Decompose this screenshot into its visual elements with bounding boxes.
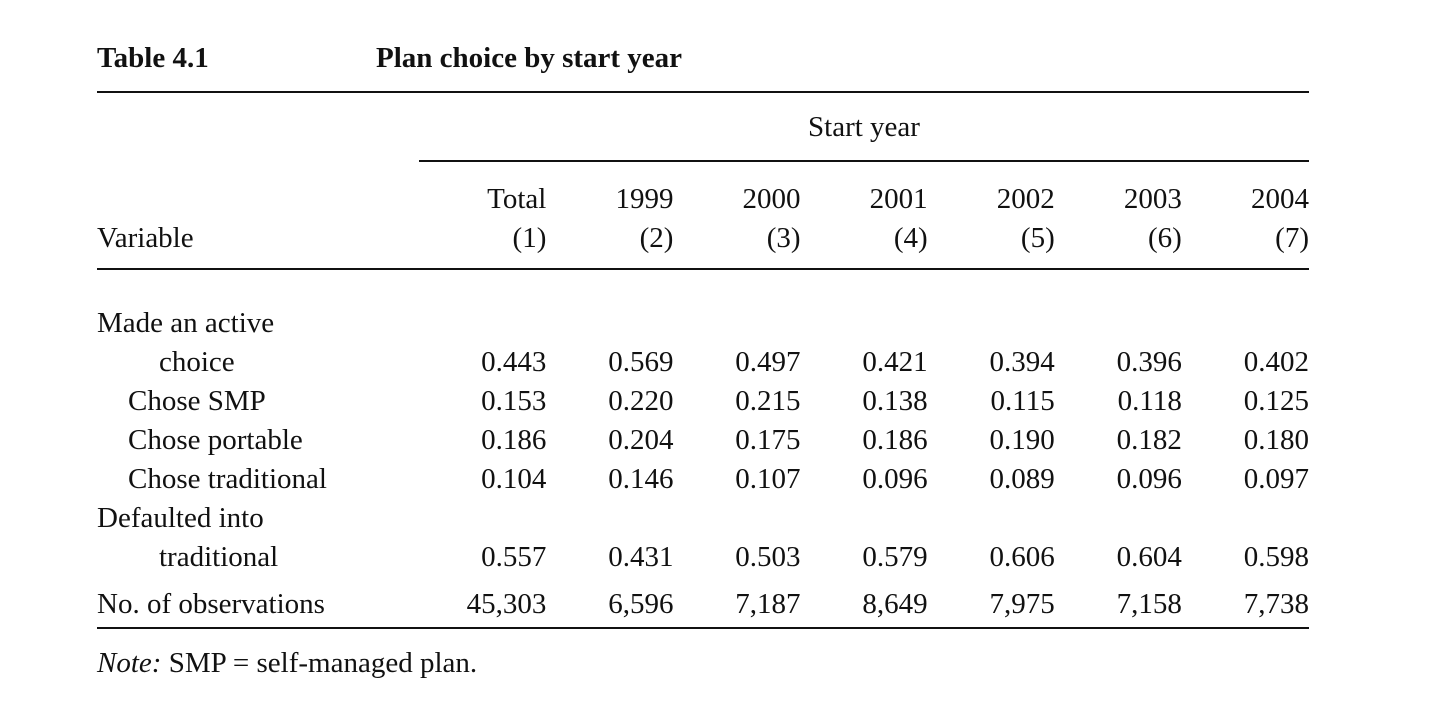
bottom-rule: [97, 627, 1309, 629]
table-cell: 0.097: [1243, 463, 1309, 495]
table-cell: 0.606: [989, 541, 1055, 573]
table-cell: 7,158: [1116, 588, 1182, 620]
table-cell: 0.569: [608, 346, 674, 378]
table-cell: 0.204: [608, 424, 674, 456]
table-row: traditional 0.557 0.431 0.503 0.579 0.60…: [97, 538, 1309, 577]
table-cell: 0.394: [989, 346, 1055, 378]
header-row-numbers: Variable (1) (2) (3) (4) (5) (6) (7): [97, 219, 1309, 258]
table-cell: 0.186: [481, 424, 547, 456]
table-note: Note: SMP = self-managed plan.: [97, 647, 477, 680]
top-rule: [97, 91, 1309, 93]
table-cell: 7,975: [989, 588, 1055, 620]
note-text: SMP = self-managed plan.: [161, 647, 478, 679]
table-cell: 0.220: [608, 385, 674, 417]
variable-column-header: Variable: [97, 222, 194, 254]
table-cell: 0.421: [862, 346, 928, 378]
table-cell: 6,596: [608, 588, 674, 620]
column-number: (5): [1020, 222, 1055, 254]
row-label: No. of observations: [97, 588, 325, 620]
table-cell: 0.186: [862, 424, 928, 456]
table-cell: 0.598: [1243, 541, 1309, 573]
table-cell: 0.180: [1243, 424, 1309, 456]
table-row: Defaulted into: [97, 499, 1309, 538]
table-cell: 8,649: [862, 588, 928, 620]
column-number: (7): [1275, 222, 1309, 254]
data-table: Total 1999 2000 2001 2002 2003 2004 Vari…: [97, 180, 1309, 631]
row-label: Chose SMP: [128, 385, 266, 417]
table-cell: 0.182: [1116, 424, 1182, 456]
table-cell: 7,738: [1243, 588, 1309, 620]
column-number: (1): [512, 222, 547, 254]
note-label: Note:: [97, 647, 162, 679]
column-spanner-label: Start year: [808, 111, 920, 143]
column-number: (3): [766, 222, 801, 254]
table-cell: 0.431: [608, 541, 674, 573]
table-cell: 0.146: [608, 463, 674, 495]
column-number: (4): [893, 222, 928, 254]
table-cell: 0.104: [481, 463, 547, 495]
column-header-year: 2000: [742, 183, 801, 215]
table-cell: 0.503: [735, 541, 801, 573]
table-cell: 0.604: [1116, 541, 1182, 573]
row-label: Made an active: [97, 307, 275, 339]
table-cell: 45,303: [466, 588, 547, 620]
column-header-year: 2003: [1123, 183, 1182, 215]
table-cell: 0.497: [735, 346, 801, 378]
column-number: (2): [639, 222, 674, 254]
table-row: Chose SMP 0.153 0.220 0.215 0.138 0.115 …: [97, 382, 1309, 421]
table-cell: 0.138: [862, 385, 928, 417]
table-cell: 0.215: [735, 385, 801, 417]
table-cell: 0.115: [990, 385, 1055, 417]
table-cell: 0.557: [481, 541, 547, 573]
column-header-year: 1999: [615, 183, 674, 215]
column-header-year: 2002: [996, 183, 1055, 215]
table-cell: 0.153: [481, 385, 547, 417]
table-cell: 0.190: [989, 424, 1055, 456]
table-cell: 0.396: [1116, 346, 1182, 378]
row-label: Defaulted into: [97, 502, 264, 534]
table-cell: 0.579: [862, 541, 928, 573]
table-row: Made an active: [97, 304, 1309, 343]
column-number: (6): [1148, 222, 1182, 254]
row-label: traditional: [159, 541, 279, 573]
table-page: Table 4.1 Plan choice by start year Star…: [97, 0, 1309, 728]
table-cell: 0.118: [1117, 385, 1182, 417]
table-cell: 0.096: [1116, 463, 1182, 495]
row-label: choice: [159, 346, 235, 378]
table-cell: 0.096: [862, 463, 928, 495]
spanner-rule: [419, 160, 1309, 162]
row-label: Chose portable: [128, 424, 303, 456]
table-cell: 0.125: [1243, 385, 1309, 417]
table-title: Plan choice by start year: [376, 42, 683, 74]
table-row: choice 0.443 0.569 0.497 0.421 0.394 0.3…: [97, 343, 1309, 382]
header-row-years: Total 1999 2000 2001 2002 2003 2004: [97, 180, 1309, 219]
table-cell: 0.175: [735, 424, 801, 456]
table-row: No. of observations 45,303 6,596 7,187 8…: [97, 577, 1309, 631]
table-cell: 0.402: [1243, 346, 1309, 378]
column-header-year: 2001: [869, 183, 928, 215]
table-cell: 0.107: [735, 463, 801, 495]
table-row: Chose traditional 0.104 0.146 0.107 0.09…: [97, 460, 1309, 499]
table-cell: 0.089: [989, 463, 1055, 495]
column-header-year: 2004: [1251, 183, 1309, 215]
table-cell: 7,187: [735, 588, 801, 620]
table-cell: 0.443: [481, 346, 547, 378]
column-header-year: Total: [487, 183, 547, 215]
header-bottom-rule: [97, 268, 1309, 270]
table-caption: Table 4.1 Plan choice by start year: [97, 42, 1309, 82]
table-row: Chose portable 0.186 0.204 0.175 0.186 0…: [97, 421, 1309, 460]
table-number: Table 4.1: [97, 42, 209, 74]
row-label: Chose traditional: [128, 463, 327, 495]
